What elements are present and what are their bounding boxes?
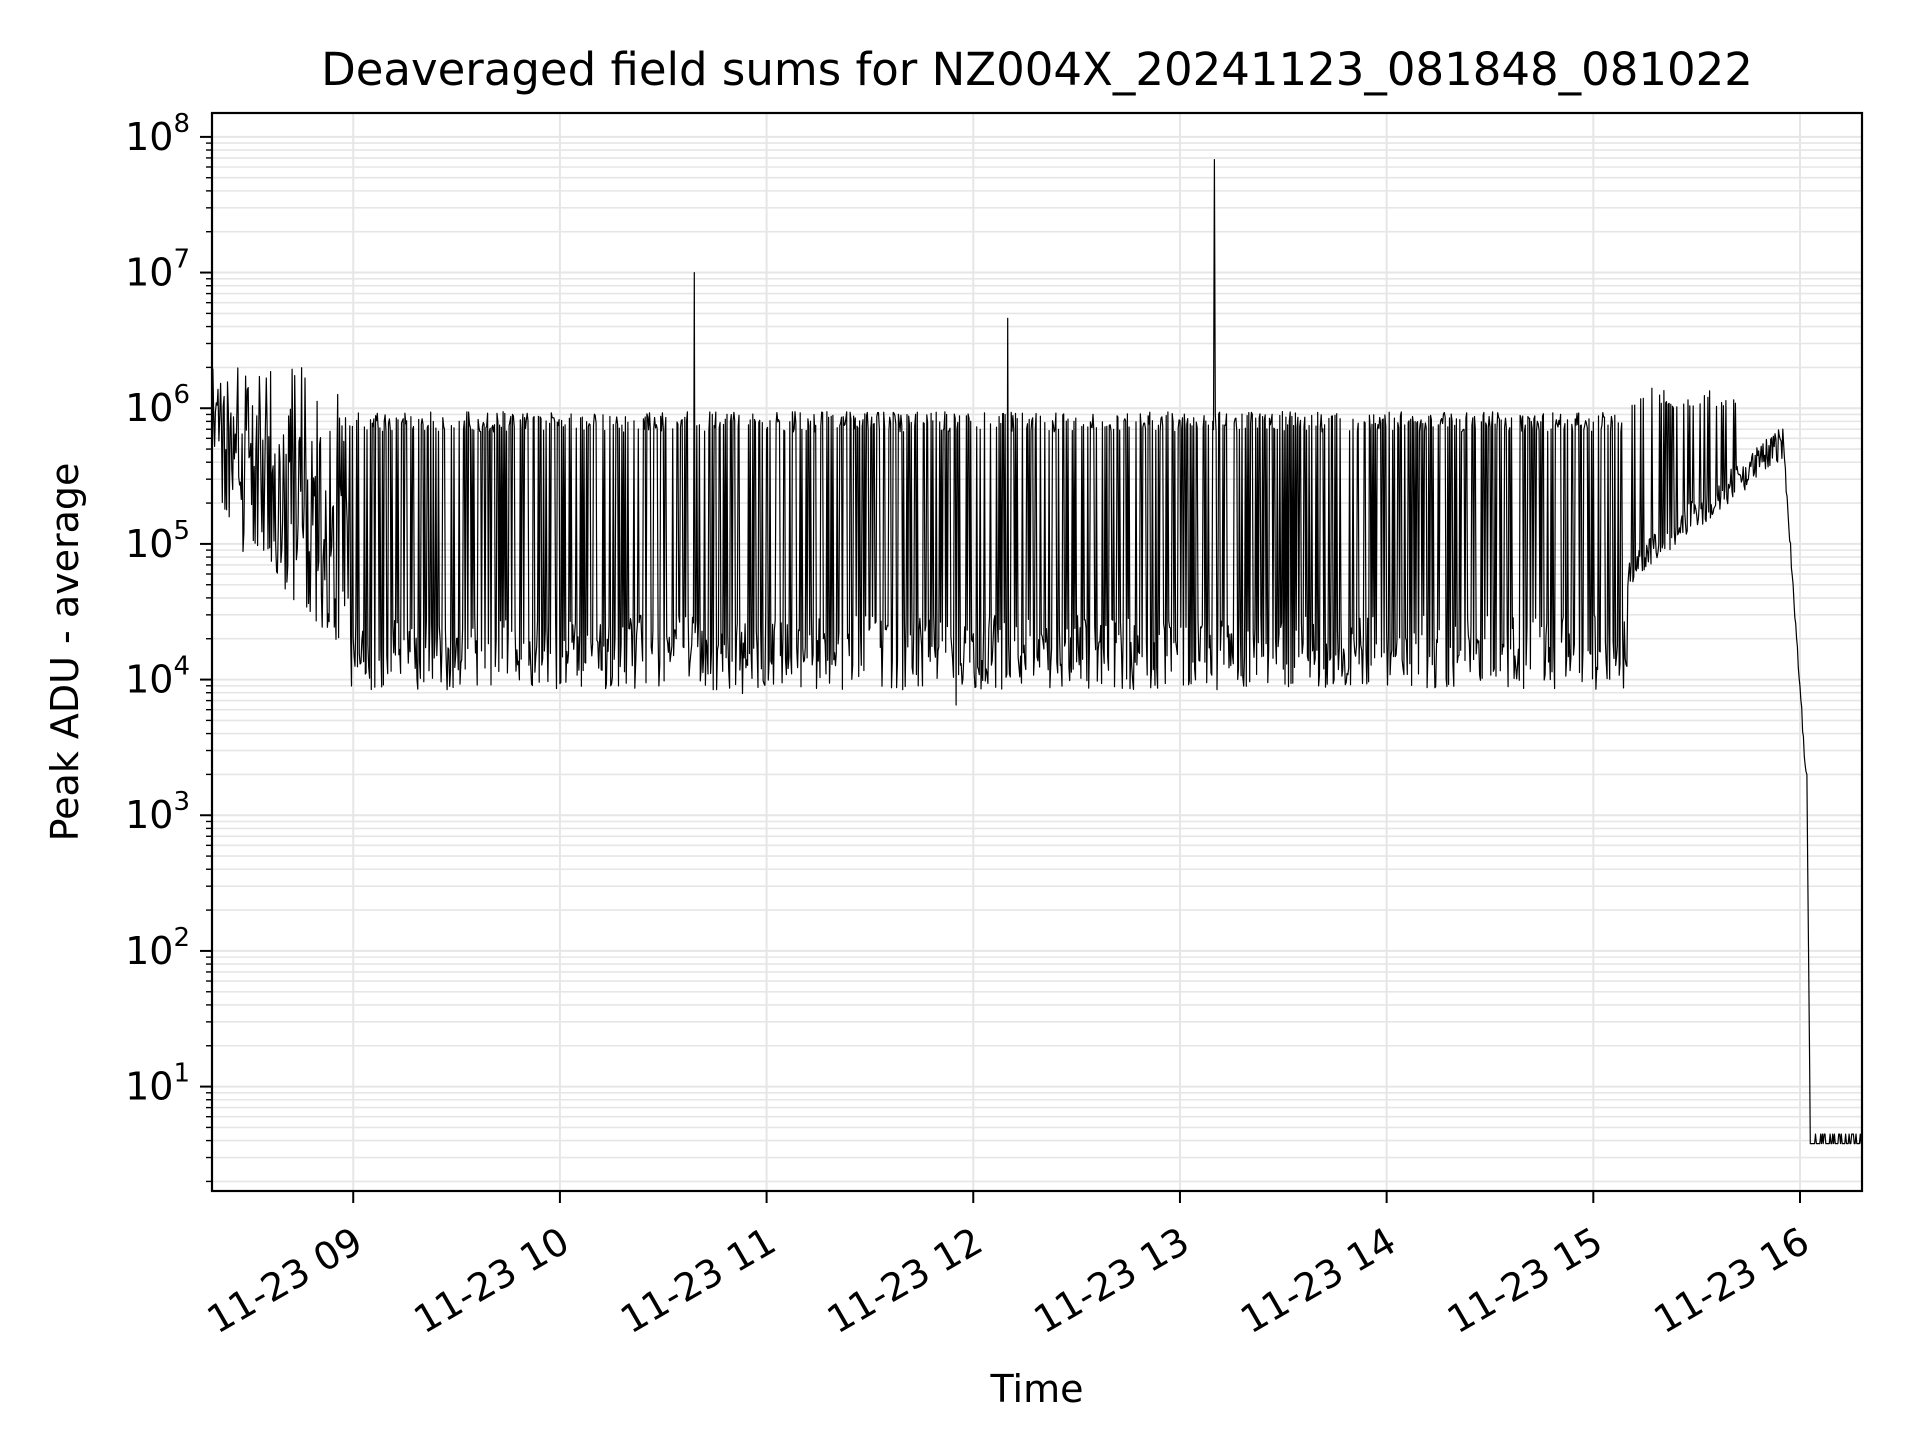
x-tick-label: 11-23 09	[200, 1219, 370, 1343]
chart-title: Deaveraged field sums for NZ004X_2024112…	[321, 43, 1753, 96]
x-tick-label: 11-23 14	[1233, 1219, 1403, 1343]
y-tick-label: 101	[125, 1059, 190, 1109]
x-tick-label: 11-23 16	[1647, 1219, 1817, 1343]
y-tick-label: 107	[125, 245, 190, 295]
x-axis-label: Time	[990, 1367, 1084, 1411]
series-line	[211, 159, 1862, 1145]
x-tick-label: 11-23 13	[1026, 1219, 1196, 1343]
x-tick-label: 11-23 12	[820, 1219, 990, 1343]
grid	[212, 113, 1862, 1191]
plot-frame	[210, 111, 1864, 1193]
y-axis-label: Peak ADU - average	[43, 463, 87, 842]
y-tick-label: 106	[125, 380, 190, 430]
series-path	[211, 159, 1862, 1145]
y-tick-label: 108	[125, 109, 190, 159]
y-tick-label: 104	[125, 652, 190, 702]
y-tick-label: 103	[125, 787, 190, 837]
x-tick-label: 11-23 10	[406, 1219, 576, 1343]
x-tick-label: 11-23 15	[1440, 1219, 1610, 1343]
y-tick-label: 105	[125, 516, 190, 566]
x-axis: 11-23 09 11-23 10 11-23 11 11-23 12 11-23 13…	[200, 1191, 1817, 1343]
y-tick-label: 102	[125, 923, 190, 973]
x-tick-label: 11-23 11	[613, 1219, 783, 1343]
y-axis: 101 102 103 104 105 106 107 108	[125, 109, 212, 1183]
